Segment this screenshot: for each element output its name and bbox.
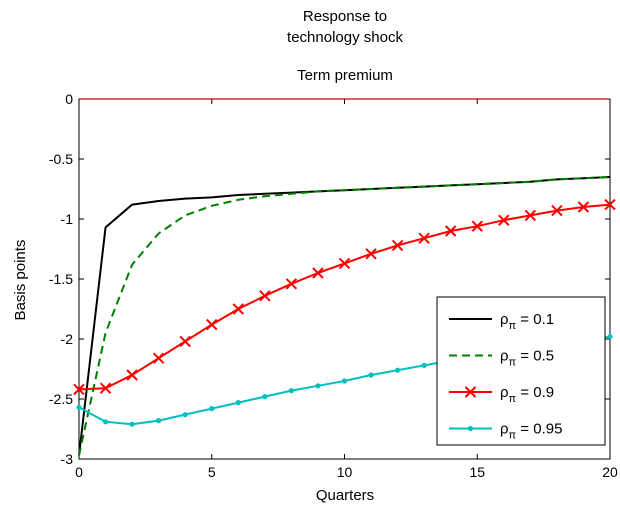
series-3-point <box>102 419 109 425</box>
series-2-point <box>498 214 510 226</box>
y-tick-label: -1 <box>61 211 74 227</box>
legend-label-base: ρ <box>500 348 509 365</box>
legend-label-0: ρπ = 0.1 <box>500 311 554 332</box>
legend-label-base: ρ <box>500 311 509 328</box>
legend-box <box>436 296 606 446</box>
series-3-point <box>76 404 82 410</box>
series-2-point <box>471 220 483 232</box>
series-3-point <box>341 378 348 384</box>
series-2-point <box>99 382 112 394</box>
y-tick-label: -2.5 <box>49 391 73 407</box>
chart-title-line-2: technology shock <box>287 29 403 46</box>
series-3-point <box>421 362 427 368</box>
series-3-point <box>209 406 215 412</box>
series-3-point <box>288 388 294 394</box>
legend-label-subscript: π <box>509 357 517 369</box>
y-tick-label: 0 <box>65 91 73 107</box>
x-tick-label: 5 <box>208 464 216 480</box>
series-2-point <box>259 290 271 302</box>
legend-label-base: ρ <box>500 421 509 438</box>
legend-label-value: = 0.5 <box>516 348 554 365</box>
legend-label-1: ρπ = 0.5 <box>500 348 554 369</box>
series-2-point <box>285 278 298 290</box>
series-2-point <box>444 225 457 237</box>
y-tick-label: -2 <box>61 331 74 347</box>
y-tick-label: -1.5 <box>49 271 73 287</box>
series-2-point <box>338 257 351 270</box>
series-2-point <box>206 318 218 331</box>
legend-marker-3 <box>467 425 474 432</box>
y-tick-label: -0.5 <box>49 151 73 167</box>
series-3-point <box>395 367 401 373</box>
y-tick-label: -3 <box>61 451 74 467</box>
legend-label-value: = 0.1 <box>516 311 554 328</box>
legend-marker-2 <box>464 386 477 398</box>
series-3-point <box>368 372 374 378</box>
x-tick-label: 10 <box>337 464 353 480</box>
series-2-point <box>73 383 85 396</box>
chart-subtitle: Term premium <box>297 67 393 84</box>
x-axis-label: Quarters <box>316 487 374 504</box>
series-2-point <box>232 303 245 315</box>
series-2-point <box>179 335 191 348</box>
series-2-point <box>604 198 616 211</box>
series-line-1 <box>78 176 611 456</box>
legend-label-subscript: π <box>509 430 517 442</box>
series-2-point <box>551 204 563 217</box>
legend-label-3: ρπ = 0.95 <box>500 421 562 442</box>
series-2-point <box>391 239 404 252</box>
x-tick-label: 15 <box>469 464 485 480</box>
x-tick-label: 20 <box>602 464 618 480</box>
series-2-point <box>524 209 537 222</box>
series-3-point <box>129 421 135 427</box>
series-3-point <box>156 418 162 424</box>
series-3-point <box>235 400 241 406</box>
legend-label-base: ρ <box>500 384 509 401</box>
series-2-point <box>577 201 590 213</box>
x-tick-label: 0 <box>75 464 83 480</box>
series-3-point <box>262 394 268 400</box>
series-2-point <box>365 248 377 260</box>
series-2-point <box>312 267 324 279</box>
y-axis-label: Basis points <box>12 240 29 321</box>
series-2-point <box>152 352 165 364</box>
series-2-point <box>418 232 430 244</box>
series-3-point <box>315 383 321 389</box>
series-2-point <box>126 369 138 381</box>
series-3-point <box>182 412 188 418</box>
legend-label-value: = 0.9 <box>516 384 554 401</box>
chart-title-line-1: Response to <box>303 8 387 25</box>
legend-label-subscript: π <box>509 393 517 405</box>
legend-label-subscript: π <box>509 320 517 332</box>
series-3-point <box>607 334 613 340</box>
legend-label-value: = 0.95 <box>516 421 562 438</box>
legend-label-2: ρπ = 0.9 <box>500 384 554 405</box>
